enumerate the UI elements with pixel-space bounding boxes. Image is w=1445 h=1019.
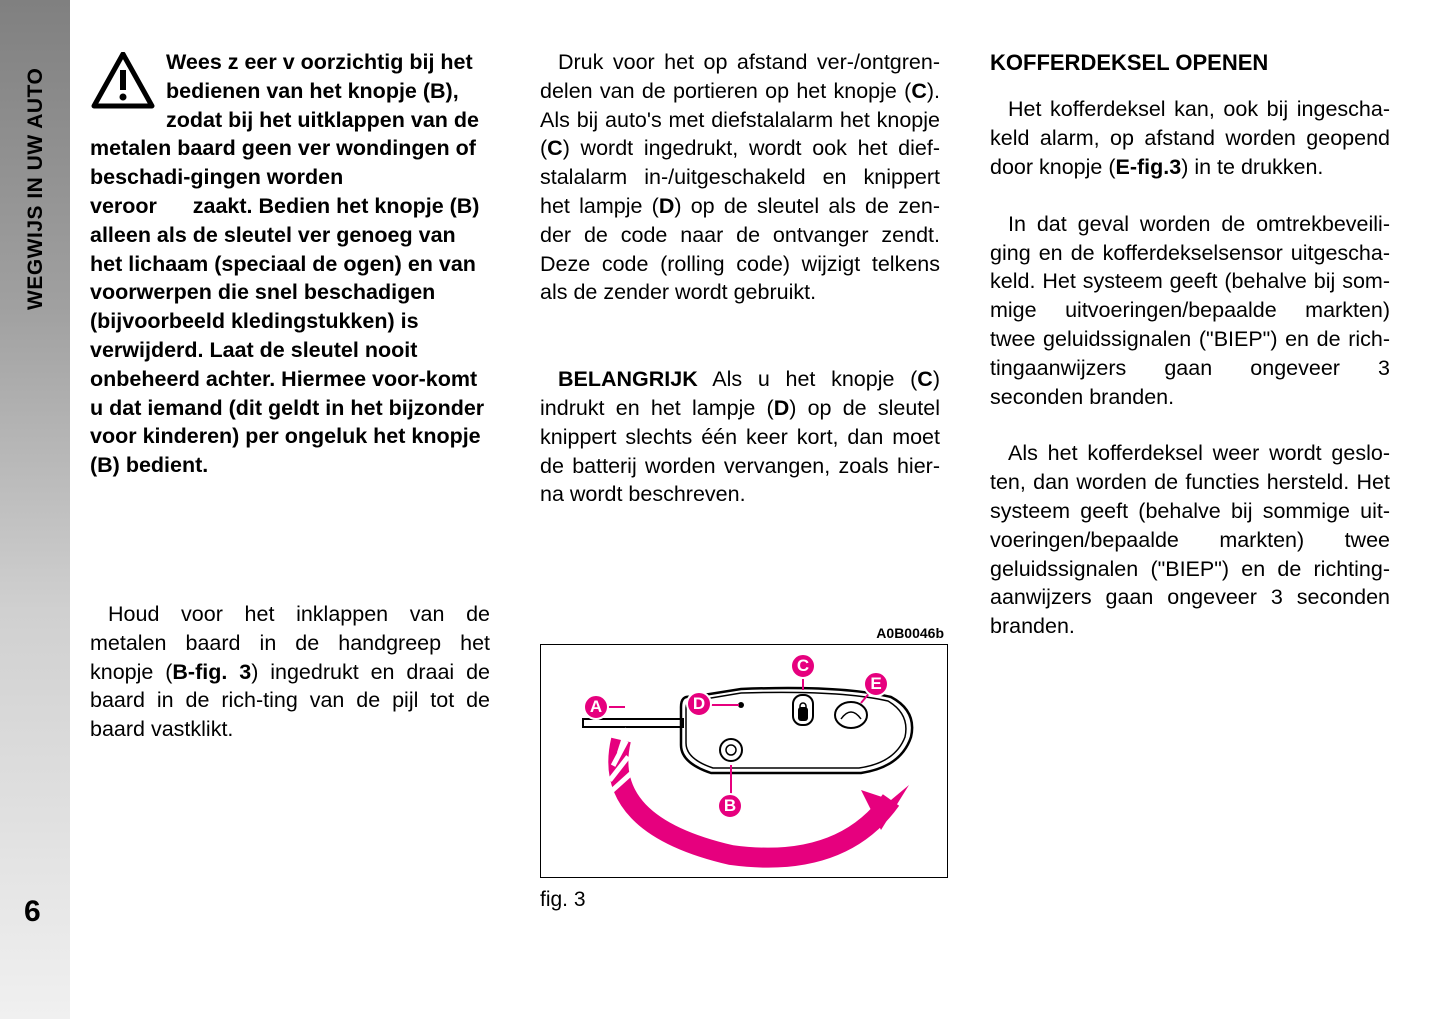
sidebar-tab: WEGWIJS IN UW AUTO 6: [0, 0, 70, 1019]
column-1: Wees z eer v oorzichtig bij het bedienen…: [90, 48, 490, 772]
sidebar-section-title: WEGWIJS IN UW AUTO: [24, 68, 48, 310]
figure-label-c: C: [790, 653, 816, 679]
figure-code: A0B0046b: [540, 625, 948, 641]
col3-paragraph-3: Als het kofferdeksel weer wordt geslo-te…: [990, 439, 1390, 641]
figure-label-d: D: [686, 691, 712, 717]
warning-text: Wees z eer v oorzichtig bij het bedienen…: [90, 50, 484, 477]
warning-icon: [90, 52, 156, 110]
col2-paragraph-1: Druk voor het op afstand ver-/ontgren-de…: [540, 48, 940, 307]
heading-kofferdeksel: KOFFERDEKSEL OPENEN: [990, 48, 1390, 77]
col2-paragraph-2: BELANGRIJK Als u het knopje (C) indrukt …: [540, 365, 940, 509]
page-number: 6: [24, 895, 41, 929]
figure-caption: fig. 3: [540, 888, 948, 912]
col1-paragraph-1: Houd voor het inklappen van de metalen b…: [90, 600, 490, 744]
figure-3: A0B0046b: [540, 625, 948, 912]
figure-box: A D C E B: [540, 644, 948, 878]
figure-label-a: A: [583, 694, 609, 720]
warning-box: Wees z eer v oorzichtig bij het bedienen…: [90, 48, 490, 480]
figure-label-b: B: [717, 793, 743, 819]
col3-paragraph-2: In dat geval worden de omtrekbeveili-gin…: [990, 210, 1390, 412]
col3-paragraph-1: Het kofferdeksel kan, ook bij ingescha-k…: [990, 95, 1390, 181]
column-3: KOFFERDEKSEL OPENEN Het kofferdeksel kan…: [990, 48, 1390, 772]
figure-label-e: E: [863, 671, 889, 697]
